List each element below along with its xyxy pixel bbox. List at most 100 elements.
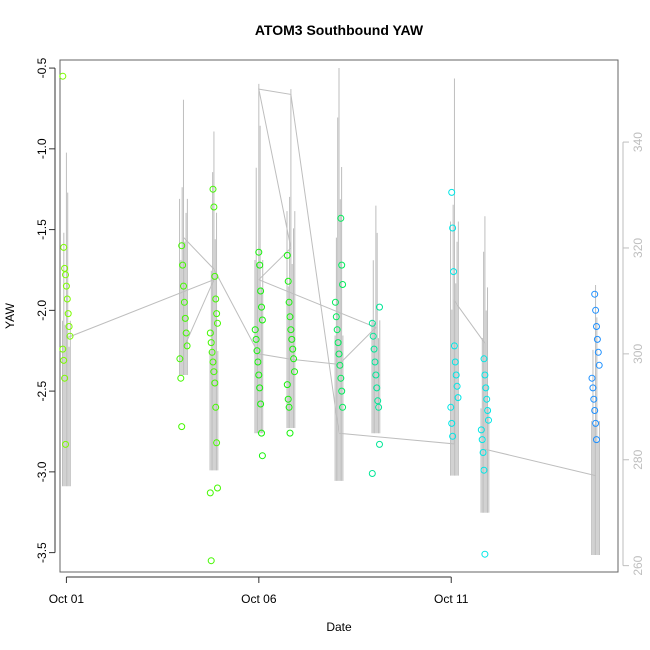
trace-line-layer (66, 88, 596, 477)
data-point (335, 350, 343, 358)
data-point (285, 298, 293, 306)
data-point (284, 395, 292, 403)
data-point (258, 303, 265, 311)
data-point (65, 323, 73, 330)
y-tick-label: -2.5 (35, 380, 49, 401)
data-point (449, 224, 457, 232)
y2-tick-label: 320 (631, 238, 645, 258)
data-point (176, 355, 184, 363)
data-point (283, 381, 291, 389)
y-tick-label: -2.0 (35, 300, 49, 321)
data-point (338, 261, 346, 269)
data-point (63, 295, 71, 303)
data-point (372, 371, 380, 379)
data-point (286, 313, 294, 321)
data-point (66, 332, 74, 340)
data-point (178, 423, 186, 431)
data-point (483, 395, 491, 403)
data-point (257, 287, 265, 295)
data-point (212, 403, 220, 411)
points-layer (59, 72, 603, 565)
data-point (334, 339, 342, 347)
data-point (210, 368, 218, 376)
y-axis-label: YAW (3, 302, 17, 329)
range-spikes-layer (62, 67, 600, 556)
data-point (251, 326, 259, 334)
data-point (481, 371, 489, 379)
data-point (206, 489, 214, 497)
data-point (480, 355, 488, 363)
data-point (595, 361, 603, 369)
y2-tick-label: 280 (631, 449, 645, 469)
data-point (252, 335, 260, 343)
data-point (290, 355, 298, 363)
data-point (178, 242, 186, 250)
data-point (258, 452, 266, 460)
data-point (592, 306, 600, 314)
data-point (338, 387, 346, 395)
data-point (62, 271, 69, 279)
data-point (591, 290, 599, 298)
data-point (451, 358, 459, 366)
data-point (212, 295, 220, 303)
data-point (591, 407, 599, 414)
data-point (288, 335, 296, 343)
data-point (373, 384, 381, 392)
data-point (594, 348, 602, 356)
y-tick-label: -1.0 (35, 138, 49, 159)
data-point (337, 374, 345, 382)
x-tick-label: Oct 11 (434, 592, 469, 606)
chart-title: ATOM3 Southbound YAW (255, 22, 424, 38)
data-point (211, 272, 219, 280)
data-point (374, 397, 382, 405)
data-point (180, 282, 187, 290)
data-point (291, 368, 298, 376)
data-point (257, 400, 265, 408)
data-point (60, 356, 68, 364)
data-point (214, 484, 221, 492)
data-point (286, 429, 294, 437)
data-point (450, 268, 457, 276)
data-point (213, 439, 221, 447)
data-point (207, 557, 215, 565)
data-point (61, 374, 69, 382)
data-point (255, 371, 263, 379)
data-point (339, 403, 347, 411)
data-point (254, 358, 262, 366)
data-point (592, 419, 600, 427)
data-point (256, 384, 264, 392)
y-tick-label: -0.5 (35, 57, 49, 78)
data-point (481, 550, 489, 558)
data-point (593, 335, 601, 343)
data-point (336, 361, 344, 369)
data-point (213, 310, 221, 318)
x-tick-label: Oct 06 (241, 592, 277, 606)
y2-tick-label: 300 (631, 344, 645, 364)
data-point (453, 382, 461, 390)
axes-layer: Oct 01 Oct 06 Oct 11 -3.5 -3.0 -2.5 -2.0 -1.5 -1… (35, 57, 645, 606)
data-point (485, 416, 492, 424)
data-point (61, 264, 69, 272)
data-point (478, 436, 486, 444)
data-point (208, 348, 216, 356)
data-point (210, 203, 218, 211)
y2-tick-label: 260 (631, 555, 645, 575)
data-point (369, 332, 377, 340)
plot-box (59, 59, 619, 573)
data-point (371, 358, 379, 366)
data-point (477, 426, 485, 434)
data-point (448, 188, 456, 196)
data-point (590, 395, 598, 403)
data-point (258, 429, 265, 437)
data-point (258, 316, 266, 324)
data-point (183, 342, 191, 350)
data-point (59, 345, 67, 353)
data-point (368, 319, 376, 327)
data-point (211, 379, 219, 387)
data-point (447, 403, 455, 411)
y2-tick-label: 340 (631, 132, 645, 152)
data-point (287, 326, 295, 334)
data-point (370, 345, 378, 353)
data-point (285, 403, 293, 411)
data-point (448, 419, 456, 427)
